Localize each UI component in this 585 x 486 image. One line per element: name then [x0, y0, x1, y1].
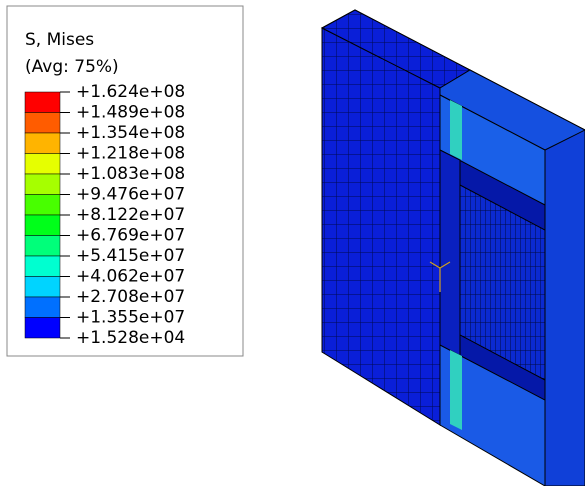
color-band [25, 133, 60, 154]
legend-label: +4.062e+07 [76, 267, 185, 287]
legend-label: +1.624e+08 [76, 82, 185, 102]
color-band [25, 195, 60, 216]
color-band [25, 297, 60, 318]
color-band [25, 236, 60, 257]
legend-bar: +1.624e+08+1.489e+08+1.354e+08+1.218e+08… [25, 82, 185, 348]
color-band [25, 215, 60, 236]
legend-label: +1.355e+07 [76, 308, 185, 328]
color-band [25, 92, 60, 113]
color-band [25, 277, 60, 298]
legend-label: +1.528e+04 [76, 328, 185, 348]
legend-label: +1.218e+08 [76, 144, 185, 164]
legend-label: +9.476e+07 [76, 185, 185, 205]
legend-label: +2.708e+07 [76, 287, 185, 307]
model-highlight [450, 100, 462, 160]
model [322, 10, 585, 486]
legend-title: S, Mises [25, 30, 94, 50]
color-band [25, 113, 60, 134]
color-band [25, 256, 60, 277]
legend-label: +6.769e+07 [76, 226, 185, 246]
color-band [25, 318, 60, 339]
color-band [25, 154, 60, 175]
legend-label: +1.489e+08 [76, 103, 185, 123]
legend-label: +5.415e+07 [76, 246, 185, 266]
model-highlight [450, 350, 462, 430]
legend-subtitle: (Avg: 75%) [25, 57, 119, 77]
color-band [25, 174, 60, 195]
legend-label: +1.354e+08 [76, 123, 185, 143]
model-right [545, 130, 585, 486]
viewport: S, Mises (Avg: 75%) +1.624e+08+1.489e+08… [0, 0, 585, 486]
legend-label: +1.083e+08 [76, 164, 185, 184]
legend-label: +8.122e+07 [76, 205, 185, 225]
model-front-left [322, 28, 440, 425]
